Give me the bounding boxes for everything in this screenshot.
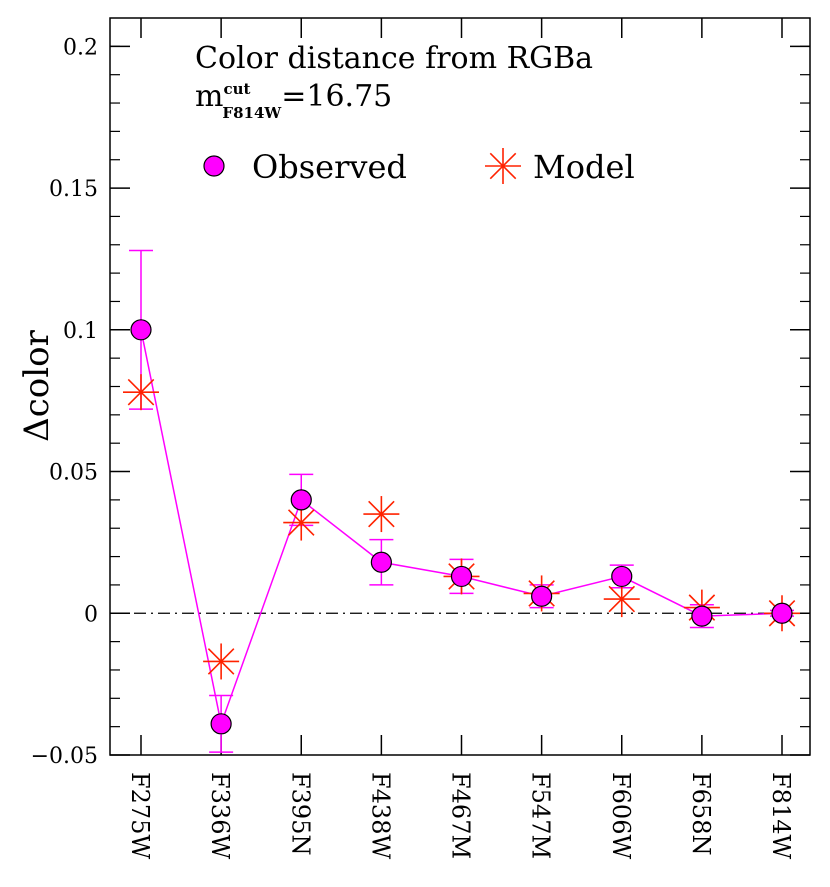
x-tick-label: F275W	[126, 772, 154, 859]
observed-marker	[771, 602, 793, 624]
model-marker	[283, 504, 320, 541]
x-tick-label: F606W	[607, 772, 635, 859]
x-tick-label: F814W	[767, 772, 795, 859]
observed-marker	[370, 551, 392, 573]
subtitle-sub: F814W	[222, 104, 282, 122]
y-tick-label: 0.05	[49, 461, 98, 486]
chart-title: Color distance from RGBa	[195, 41, 593, 76]
y-tick-label: 0.2	[63, 35, 98, 60]
y-tick-label: 0.1	[63, 319, 98, 344]
model-marker	[363, 496, 400, 533]
x-tick-label: F547M	[527, 772, 555, 859]
observed-marker	[130, 319, 152, 341]
observed-marker	[691, 605, 713, 627]
x-tick-label: F658N	[687, 772, 715, 855]
model-marker	[203, 643, 240, 680]
plot-frame	[109, 17, 811, 756]
legend-marker	[485, 148, 521, 184]
subtitle-sup: cut	[223, 80, 250, 98]
legend-marker	[203, 155, 225, 177]
asterisk-arm	[608, 585, 636, 613]
y-axis-label: Δcolor	[17, 329, 57, 441]
observed-marker	[450, 565, 473, 588]
asterisk-arm	[368, 500, 395, 528]
x-tick-label: F336W	[206, 772, 234, 859]
model-marker	[603, 581, 640, 618]
subtitle-rest: =16.75	[281, 79, 392, 114]
x-tick-label: F438W	[366, 772, 394, 859]
chart-subtitle: mcut F814W=16.75	[195, 79, 392, 122]
asterisk-arm	[127, 378, 155, 406]
x-tick-label: F395N	[286, 772, 314, 855]
observed-marker	[531, 585, 553, 607]
model-marker	[123, 374, 159, 411]
y-tick-label: −0.05	[31, 744, 98, 769]
asterisk-arm	[489, 152, 517, 180]
y-tick-label: 0	[84, 602, 98, 627]
legend-label: Observed	[252, 148, 407, 186]
legend-label: Model	[533, 148, 635, 186]
observed-marker	[210, 713, 232, 735]
observed-marker	[290, 489, 312, 511]
x-tick-label: F467M	[447, 772, 475, 859]
asterisk-arm	[287, 509, 315, 536]
observed-line	[140, 329, 783, 727]
observed-marker	[611, 565, 633, 588]
asterisk-arm	[207, 648, 235, 675]
y-tick-label: 0.15	[49, 177, 98, 202]
subtitle-base: m	[195, 79, 223, 114]
